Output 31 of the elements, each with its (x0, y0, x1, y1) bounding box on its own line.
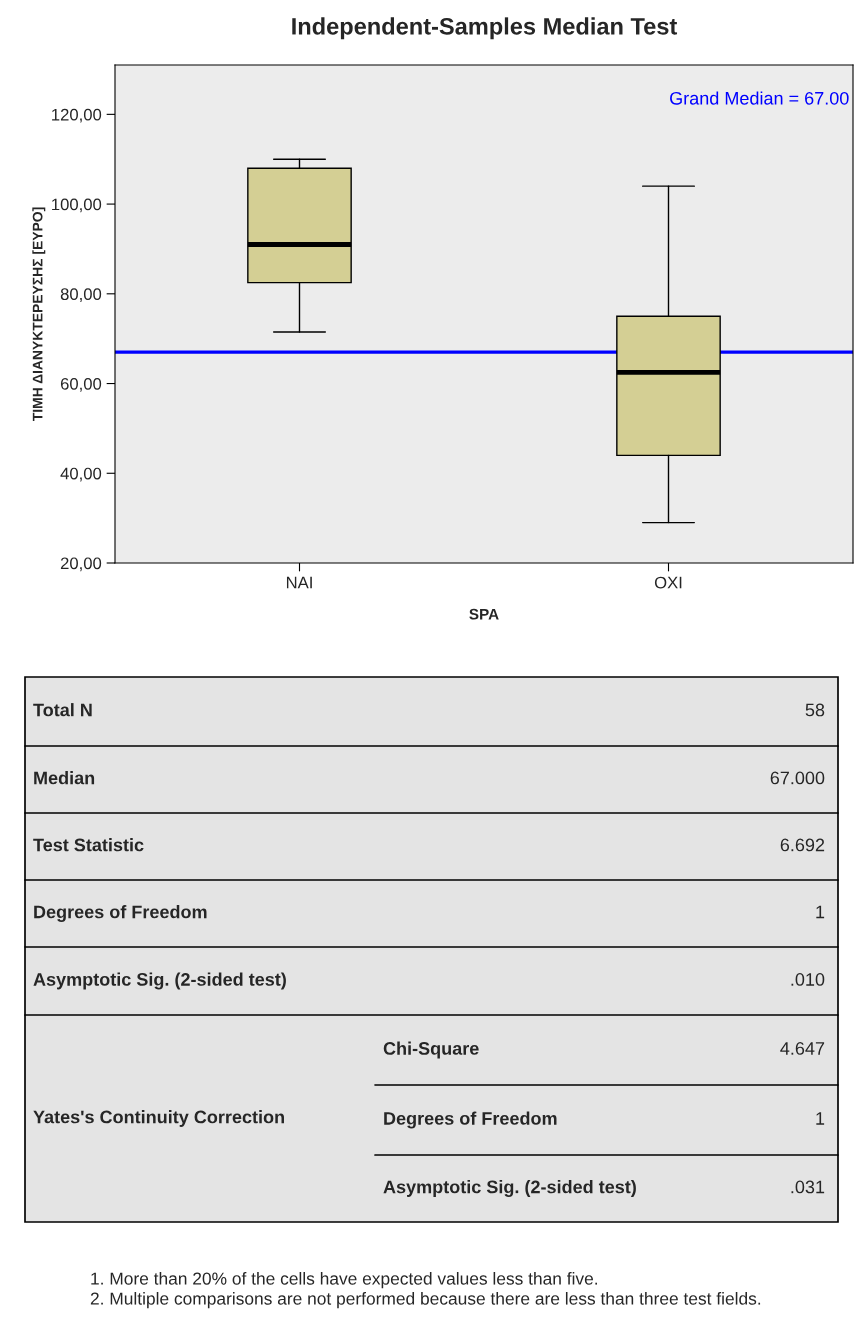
text: 2. Multiple comparisons are not performed because there are less than three test fields. (90, 1292, 761, 1309)
text: Degrees of Freedom (34, 905, 207, 922)
y-tick-label: 20,00 (60, 557, 102, 572)
text: Asymptotic Sig. (2-sided test) (383, 1180, 636, 1197)
y-axis-title: ΤΙΜΗ ΔΙΑΝΥΚΤΕΡΕΥΣΗΣ [ΕΥΡΟ] (32, 207, 46, 422)
y-tick-label: 100,00 (52, 198, 102, 213)
y-tick-label: 80,00 (60, 288, 102, 302)
y-tick-label: 40,00 (60, 467, 102, 482)
text: 1 (816, 905, 825, 919)
text: Degrees of Freedom (384, 1111, 557, 1129)
text: 58 (805, 703, 825, 717)
text: 6.692 (780, 838, 825, 852)
text: Test Statistic (33, 838, 144, 852)
text: 67.000 (770, 771, 825, 785)
text: 1. More than 20% of the cells have expected values less than five. (91, 1272, 598, 1289)
text: .010 (791, 973, 825, 986)
text: .031 (791, 1180, 825, 1194)
y-tick-label: 120,00 (52, 108, 102, 123)
x-tick-label: ΟΧΙ (654, 576, 682, 589)
text: Yates's Continuity Correction (33, 1110, 284, 1127)
text: Median (34, 771, 95, 785)
text: 4.647 (780, 1042, 825, 1055)
text: Asymptotic Sig. (2-sided test) (33, 972, 286, 990)
y-tick-label: 60,00 (60, 377, 102, 392)
x-axis-title: SPA (469, 608, 499, 620)
ref-line-label: Grand Median = 67.00 (670, 91, 849, 105)
chart-title: Independent-Samples Median Test (292, 17, 678, 40)
x-tick-label: ΝΑΙ (286, 576, 312, 589)
text: Total N (33, 703, 92, 717)
text: 1 (816, 1112, 825, 1125)
text: Chi-Square (383, 1041, 479, 1059)
